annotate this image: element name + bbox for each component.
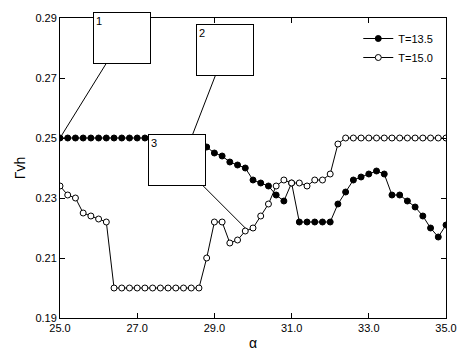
svg-text:35.0: 35.0 bbox=[435, 322, 456, 334]
svg-text:0.25: 0.25 bbox=[35, 132, 56, 144]
svg-text:T=13.5: T=13.5 bbox=[398, 33, 433, 45]
svg-text:3: 3 bbox=[151, 137, 157, 149]
svg-text:1: 1 bbox=[96, 15, 102, 27]
svg-text:α: α bbox=[249, 335, 257, 351]
svg-text:25.0: 25.0 bbox=[49, 322, 70, 334]
svg-text:0.27: 0.27 bbox=[35, 72, 56, 84]
svg-text:0.21: 0.21 bbox=[35, 252, 56, 264]
svg-text:Γvh: Γvh bbox=[12, 157, 28, 180]
svg-text:0.29: 0.29 bbox=[35, 12, 56, 24]
svg-text:2: 2 bbox=[199, 27, 205, 39]
svg-text:0.23: 0.23 bbox=[35, 192, 56, 204]
svg-text:27.0: 27.0 bbox=[126, 322, 147, 334]
svg-text:31.0: 31.0 bbox=[281, 322, 302, 334]
svg-text:33.0: 33.0 bbox=[358, 322, 379, 334]
svg-text:0.19: 0.19 bbox=[35, 312, 56, 324]
svg-text:29.0: 29.0 bbox=[204, 322, 225, 334]
svg-text:T=15.0: T=15.0 bbox=[398, 52, 433, 64]
